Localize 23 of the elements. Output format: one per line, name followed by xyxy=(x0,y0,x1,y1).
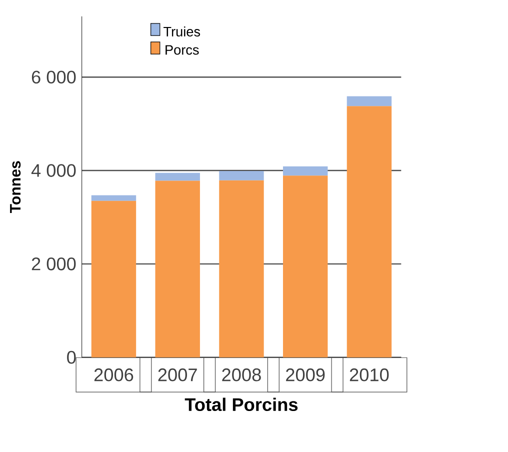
bar xyxy=(155,180,200,358)
y-tick-label: 2 000 xyxy=(32,257,76,270)
bar xyxy=(91,195,136,201)
bar xyxy=(346,96,392,106)
x-tick-label: 2009 xyxy=(286,368,325,382)
bar xyxy=(219,180,264,358)
bar xyxy=(91,200,136,358)
x-axis-title: Total Porcins xyxy=(184,398,298,412)
y-tick-label: 6 000 xyxy=(32,70,76,84)
x-tick-label: 2010 xyxy=(350,368,389,382)
bar xyxy=(155,172,200,181)
y-axis-title: Tonnes xyxy=(10,161,21,214)
bar xyxy=(219,170,264,180)
bar xyxy=(283,176,328,358)
bar xyxy=(346,106,392,358)
legend-label: Truies xyxy=(164,26,200,36)
x-tick-label: 2006 xyxy=(94,368,134,382)
bar xyxy=(283,166,328,176)
y-tick-label: 0 xyxy=(67,350,76,364)
legend-label: Porcs xyxy=(166,45,199,55)
x-tick-label: 2008 xyxy=(222,368,261,382)
x-tick-label: 2007 xyxy=(158,368,197,382)
y-tick-label: 4 000 xyxy=(31,164,76,177)
